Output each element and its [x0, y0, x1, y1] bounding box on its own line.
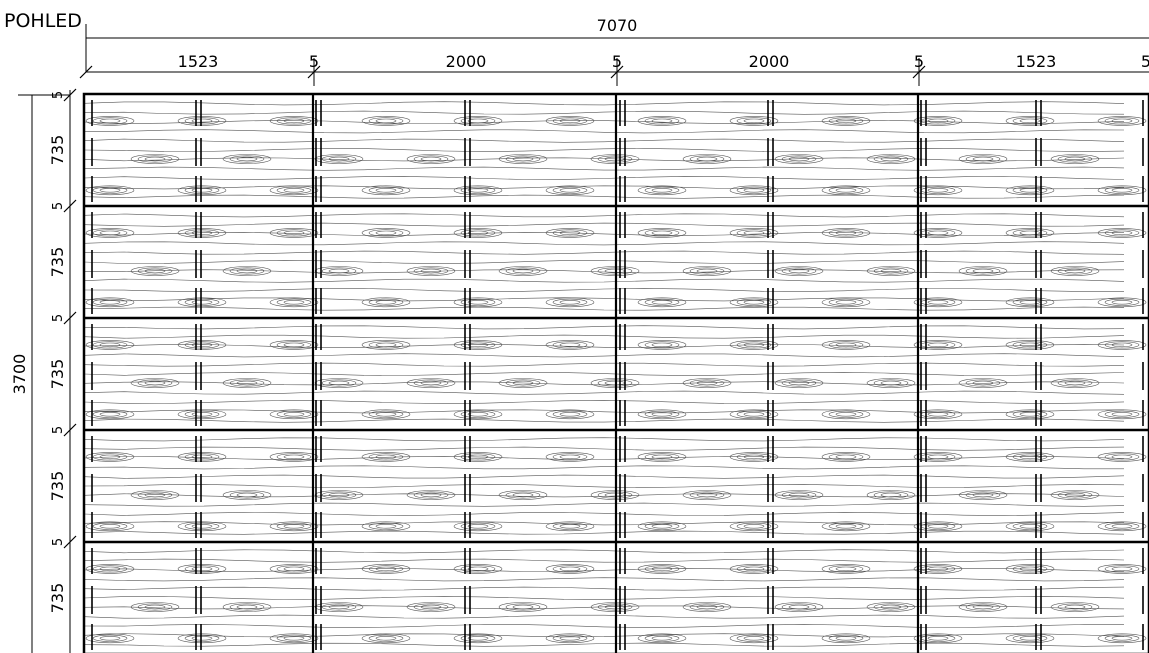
tick-v-0: [63, 88, 77, 102]
overall-height-dimension: 3700: [10, 94, 70, 653]
tick-v-2: [63, 311, 77, 325]
tick-v-3: [63, 423, 77, 437]
overall-width-dimension: 7070: [85, 16, 1149, 72]
drawing-title: POHLED: [4, 10, 82, 32]
wood-grain-texture: [83, 101, 1147, 647]
dim-h-seg-7: 5: [1141, 52, 1149, 71]
segment-height-dimensions: 5 735 5 735 5 735 5 735 5 735: [48, 88, 77, 653]
tick-h-3: [912, 58, 926, 86]
dim-v-seg-3: 735: [48, 247, 67, 278]
dim-h-seg-4: 2000: [749, 52, 790, 71]
tick-v-4: [63, 535, 77, 549]
dim-v-seg-0: 5: [51, 91, 66, 99]
tick-h-1: [307, 58, 321, 86]
tick-h-2: [610, 58, 624, 86]
dim-v-seg-1: 735: [48, 135, 67, 166]
dim-v-seg-6: 5: [51, 426, 66, 434]
panel-borders: [82, 92, 1149, 653]
overall-height-label: 3700: [10, 354, 29, 395]
dim-h-seg-0: 1523: [178, 52, 219, 71]
dim-h-seg-5: 5: [914, 52, 924, 71]
tick-h-0: [79, 65, 93, 79]
overall-width-label: 7070: [597, 16, 638, 35]
dim-v-seg-8: 5: [51, 538, 66, 546]
dim-h-seg-2: 2000: [446, 52, 487, 71]
dim-v-seg-2: 5: [51, 202, 66, 210]
dim-v-seg-5: 735: [48, 359, 67, 390]
dim-v-seg-9: 735: [48, 583, 67, 614]
segment-width-dimensions: 1523 5 2000 5 2000 5 1523 5: [79, 52, 1149, 86]
tick-v-1: [63, 199, 77, 213]
dim-v-seg-7: 735: [48, 471, 67, 502]
dim-v-seg-4: 5: [51, 314, 66, 322]
dim-h-seg-3: 5: [612, 52, 622, 71]
panel-joint-marks: [91, 100, 1144, 650]
dim-h-seg-6: 1523: [1016, 52, 1057, 71]
dim-h-seg-1: 5: [309, 52, 319, 71]
